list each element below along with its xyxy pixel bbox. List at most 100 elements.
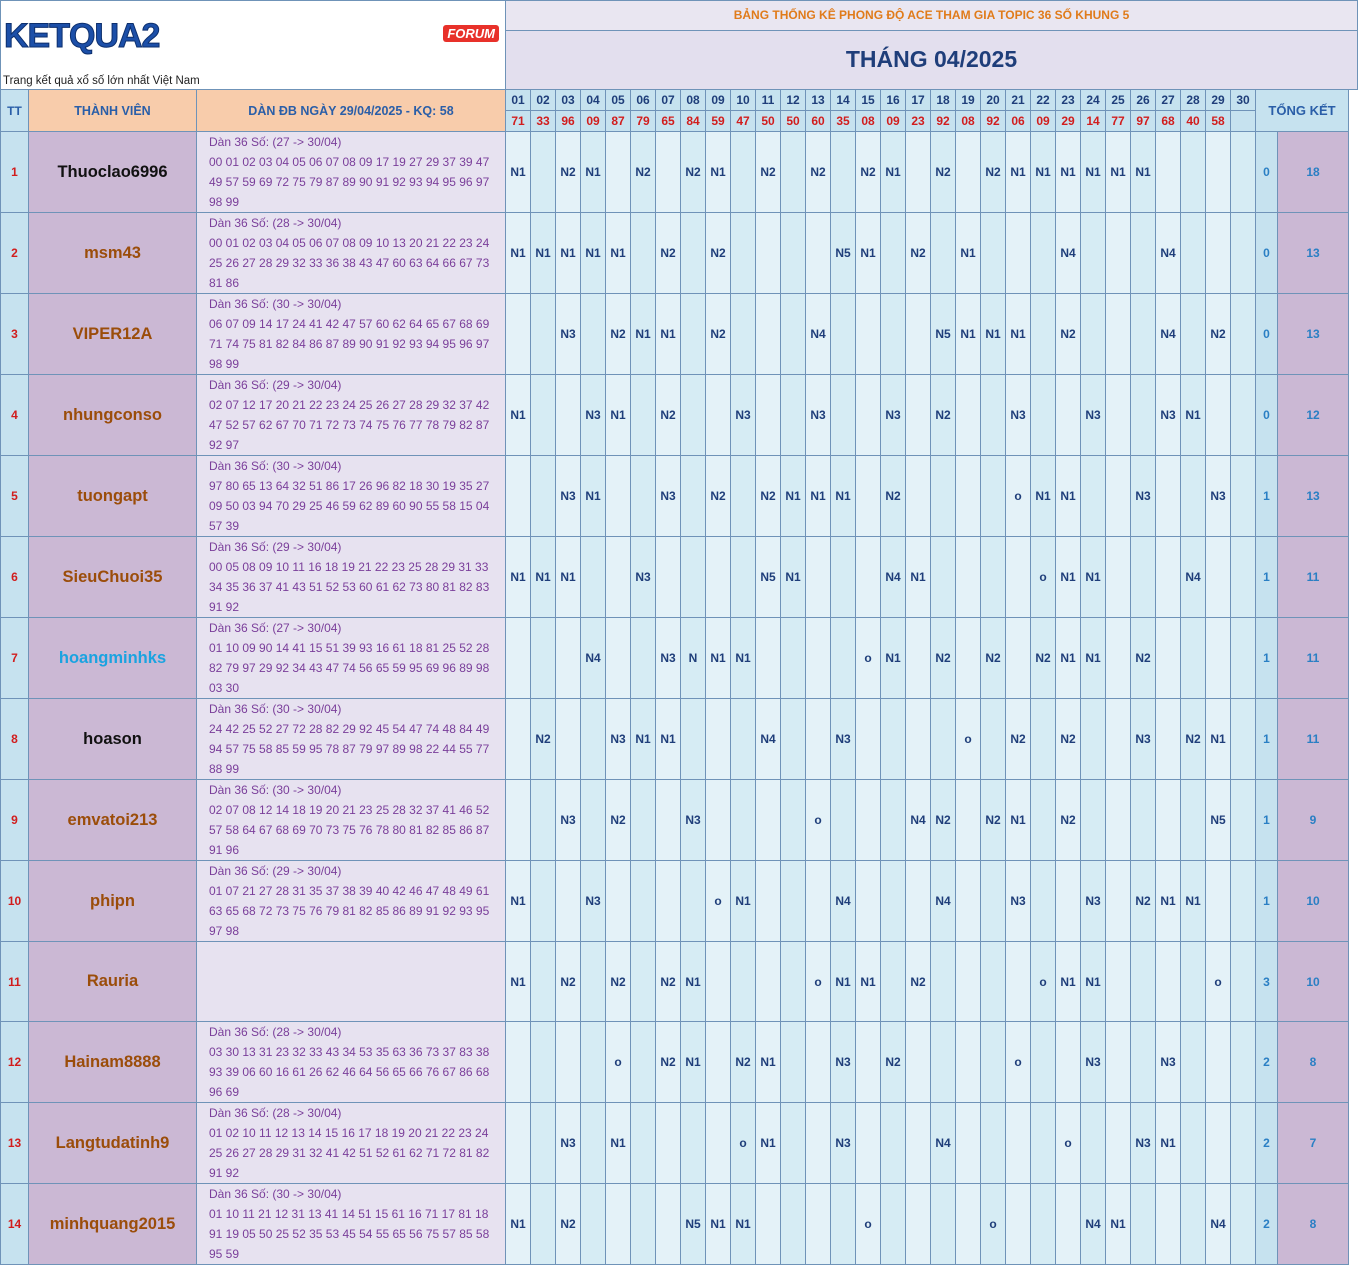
day-header: 30 [1230,89,1257,111]
day-mark [1130,1021,1157,1103]
member-name: Rauria [28,941,197,1022]
dan-heading: Dàn 36 Số: (28 -> 30/04) [209,216,342,230]
day-mark [905,1102,932,1184]
row-number: 8 [0,698,29,780]
day-mark: N3 [605,698,632,780]
day-result [1230,110,1257,132]
day-mark [1230,131,1257,213]
day-mark: N1 [1055,617,1082,699]
day-mark: o [980,1183,1007,1265]
day-mark [1155,131,1182,213]
day-mark [505,455,532,537]
member-name: msm43 [28,212,197,294]
day-mark: N4 [930,860,957,942]
dan-line: 97 80 65 13 64 32 51 86 17 26 96 82 18 3… [209,479,490,493]
dan-numbers: Dàn 36 Số: (29 -> 30/04) 00 05 08 09 10 1… [195,536,507,618]
day-mark [1130,293,1157,375]
day-mark: N1 [1055,536,1082,618]
day-mark [1105,212,1132,294]
day-mark: N2 [980,779,1007,861]
dan-line: 63 65 68 72 73 75 76 79 81 82 85 86 89 9… [209,904,490,918]
day-mark [1105,455,1132,537]
summary-hits: 2 [1255,1183,1279,1265]
day-mark [705,374,732,456]
day-mark [880,212,907,294]
day-mark: N2 [905,941,932,1022]
day-mark: N5 [755,536,782,618]
day-mark [1080,1102,1107,1184]
day-header: 14 [830,89,857,111]
day-mark: N1 [830,941,857,1022]
dan-line: 88 99 [209,762,240,776]
dan-line: 00 01 02 03 04 05 06 07 08 09 17 19 27 2… [209,155,490,169]
day-mark: N3 [580,860,607,942]
day-result: 92 [980,110,1007,132]
day-result: 87 [605,110,632,132]
day-header: 03 [555,89,582,111]
day-mark [505,293,532,375]
dan-line: 93 39 06 60 16 61 26 62 46 64 56 65 66 7… [209,1065,490,1079]
day-mark [1230,293,1257,375]
table-row: 1 Thuoclao6996 Dàn 36 Số: (27 -> 30/04) 00 … [0,131,1358,213]
day-mark: N1 [1030,131,1057,213]
day-mark [755,212,782,294]
day-mark: N3 [1130,1102,1157,1184]
day-header: 01 [505,89,532,111]
day-result: 58 [1205,110,1232,132]
day-mark [1130,536,1157,618]
day-mark [1230,374,1257,456]
day-mark [580,1021,607,1103]
day-mark [1155,698,1182,780]
day-mark [580,536,607,618]
day-mark [830,617,857,699]
summary-total: 8 [1277,1021,1350,1103]
day-mark: N2 [605,293,632,375]
day-header: 28 [1180,89,1207,111]
day-mark [905,1183,932,1265]
day-mark [605,1183,632,1265]
day-mark [1180,1102,1207,1184]
row-number: 4 [0,374,29,456]
dan-line: 34 35 36 37 41 43 51 52 53 60 61 62 73 8… [209,580,490,594]
day-mark [655,779,682,861]
day-mark [555,860,582,942]
day-mark [905,374,932,456]
day-mark [1105,536,1132,618]
day-mark: N1 [1105,131,1132,213]
day-mark [705,698,732,780]
day-mark [780,1102,807,1184]
day-mark [530,1102,557,1184]
day-mark: N2 [655,941,682,1022]
day-mark: N1 [730,860,757,942]
day-header: 27 [1155,89,1182,111]
day-mark [1230,536,1257,618]
day-mark: N1 [630,293,657,375]
day-mark [830,1183,857,1265]
dan-numbers: Dàn 36 Số: (29 -> 30/04) 01 07 21 27 28 3… [195,860,507,942]
table-row: 9 emvatoi213 Dàn 36 Số: (30 -> 30/04) 02 07… [0,779,1358,861]
dan-line: 09 50 03 94 70 29 25 46 59 62 89 60 90 5… [209,499,490,513]
day-result: 97 [1130,110,1157,132]
day-mark [1080,212,1107,294]
day-mark [530,779,557,861]
day-mark [555,617,582,699]
day-mark: N2 [1055,779,1082,861]
summary-total: 8 [1277,1183,1350,1265]
dan-line: 01 10 11 21 12 31 13 41 14 51 15 61 16 7… [209,1207,489,1221]
day-mark [955,1102,982,1184]
table-row: 4 nhungconso Dàn 36 Số: (29 -> 30/04) 02 07… [0,374,1358,456]
day-mark [630,455,657,537]
day-mark: N1 [1080,941,1107,1022]
day-mark [655,536,682,618]
day-mark: N2 [930,617,957,699]
day-mark: o [730,1102,757,1184]
day-mark: N3 [1155,1021,1182,1103]
row-number: 6 [0,536,29,618]
dan-line: 96 69 [209,1085,240,1099]
day-mark: N4 [830,860,857,942]
day-header: 19 [955,89,982,111]
day-mark: o [705,860,732,942]
day-mark: N4 [905,779,932,861]
day-mark [1230,698,1257,780]
